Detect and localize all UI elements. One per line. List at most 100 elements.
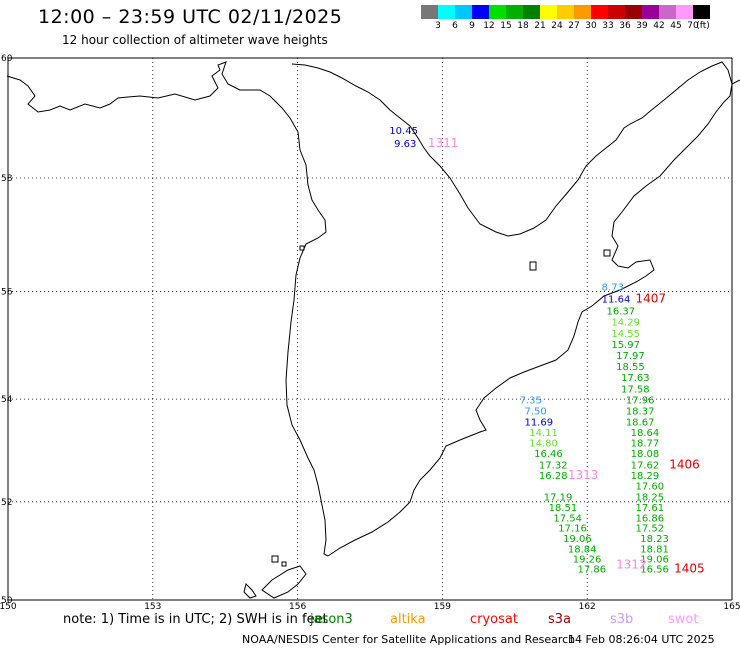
color-scale-label: 24 <box>551 21 563 31</box>
lat-tick-label: 58 <box>1 174 13 184</box>
pass-time-label: 1405 <box>674 561 705 575</box>
color-scale-labels: 3 6 9 12 15 18 21 24 27 30 33 36 39 42 45 70 (ft) <box>421 21 731 33</box>
lon-tick-label: 150 <box>0 602 17 612</box>
pass-time-label: 1311 <box>428 136 459 150</box>
wave-height-label: 18.29 <box>631 471 660 482</box>
color-scale-label: (ft) <box>696 21 710 31</box>
coastline-east-inner <box>731 79 740 85</box>
legend-item-cryosat: cryosat <box>470 612 518 627</box>
wave-height-label: 7.35 <box>520 395 542 406</box>
lat-lon-grid: 150 153 156 159 162 165 60 58 56 54 52 50 <box>0 54 740 612</box>
color-scale-label: 33 <box>602 21 614 31</box>
color-scale-swatch <box>438 5 455 19</box>
wave-height-label: 17.54 <box>553 513 582 524</box>
color-scale-label: 70 <box>687 21 699 31</box>
legend-item-s3b: s3b <box>610 612 634 627</box>
color-scale-label: 39 <box>636 21 648 31</box>
wave-height-label: 11.64 <box>602 294 631 305</box>
color-scale-swatch <box>472 5 489 19</box>
legend-item-s3a: s3a <box>548 612 572 627</box>
wave-height-label: 14.11 <box>529 428 558 439</box>
color-scale-swatch <box>591 5 608 19</box>
color-scale-swatch <box>421 5 438 19</box>
wave-height-label: 14.29 <box>611 317 640 328</box>
wave-height-label: 18.08 <box>631 449 660 460</box>
wave-height-label: 17.97 <box>616 351 645 362</box>
wave-height-label: 17.86 <box>578 564 607 575</box>
color-scale-label: 3 <box>435 21 441 31</box>
page-subtitle: 12 hour collection of altimeter wave hei… <box>62 33 328 47</box>
wave-height-label: 17.96 <box>626 395 655 406</box>
wave-height-label: 16.37 <box>607 307 636 318</box>
legend-item-swot: swot <box>668 612 699 627</box>
wave-height-label: 17.58 <box>621 384 650 395</box>
color-scale-label: 42 <box>653 21 665 31</box>
color-scale-label: 21 <box>534 21 546 31</box>
lon-tick-label: 156 <box>289 602 306 612</box>
wave-height-label: 17.60 <box>635 482 664 493</box>
wave-height-label: 17.19 <box>544 492 573 503</box>
color-scale-swatch <box>540 5 557 19</box>
lon-tick-label: 159 <box>434 602 451 612</box>
lat-tick-label: 60 <box>1 54 13 64</box>
wave-height-label: 18.55 <box>616 362 645 373</box>
color-scale-label: 6 <box>452 21 458 31</box>
wave-height-label: 15.97 <box>611 340 640 351</box>
wave-height-label: 19.26 <box>573 555 602 566</box>
wave-height-label: 9.63 <box>394 139 416 150</box>
wave-height-label: 18.67 <box>626 417 655 428</box>
color-scale-swatch <box>523 5 540 19</box>
pass-time-label: 1313 <box>568 468 599 482</box>
color-scale-swatch <box>625 5 642 19</box>
color-scale-swatch <box>608 5 625 19</box>
wave-height-label: 18.51 <box>549 503 578 514</box>
footer-credit: NOAA/NESDIS Center for Satellite Applica… <box>242 633 576 646</box>
wave-height-label: 19.06 <box>640 555 669 566</box>
color-scale-label: 36 <box>619 21 631 31</box>
coastline-kamchatka-west <box>6 61 329 557</box>
color-scale-label: 30 <box>585 21 597 31</box>
island-small-3 <box>299 245 305 251</box>
color-scale-label: 9 <box>469 21 475 31</box>
wave-height-label: 16.46 <box>534 449 563 460</box>
footer-generated-time: 14 Feb 08:26:04 UTC 2025 <box>568 633 715 646</box>
lat-tick-label: 52 <box>1 498 12 508</box>
wave-height-label: 7.50 <box>524 406 546 417</box>
wave-height-label: 10.45 <box>389 126 418 137</box>
color-scale-label: 27 <box>568 21 580 31</box>
island-small-2 <box>603 249 611 257</box>
wave-height-label: 14.80 <box>529 438 558 449</box>
lat-tick-label: 54 <box>1 395 13 405</box>
wave-height-label: 18.64 <box>631 428 660 439</box>
wave-height-label: 11.69 <box>524 417 553 428</box>
wave-height-label: 17.61 <box>635 503 664 514</box>
legend-item-altika: altika <box>390 612 426 627</box>
lat-tick-label: 56 <box>1 287 13 297</box>
wave-height-label: 17.32 <box>539 460 568 471</box>
color-scale-swatch <box>506 5 523 19</box>
wave-height-label: 16.56 <box>640 564 669 575</box>
pass-time-label: 1406 <box>669 457 700 471</box>
color-scale-label: 12 <box>483 21 495 31</box>
color-scale-label: 18 <box>517 21 529 31</box>
wave-height-label: 16.28 <box>539 471 568 482</box>
color-scale-label: 45 <box>670 21 682 31</box>
wave-height-label: 18.81 <box>640 544 669 555</box>
island-small-1 <box>529 261 537 271</box>
lat-tick-label: 50 <box>1 596 13 606</box>
wave-height-label: 18.37 <box>626 406 655 417</box>
color-scale-swatch <box>676 5 693 19</box>
color-scale-swatch <box>659 5 676 19</box>
lon-tick-label: 165 <box>723 602 740 612</box>
wave-height-label: 18.25 <box>635 492 664 503</box>
wave-height-label: 17.52 <box>635 524 664 535</box>
color-scale-swatch <box>642 5 659 19</box>
wave-height-label: 17.62 <box>631 460 660 471</box>
wave-height-label: 14.55 <box>611 329 640 340</box>
island-kuril-3 <box>271 555 279 563</box>
wave-height-label: 19.06 <box>563 534 592 545</box>
pass-time-label: 1312 <box>616 558 647 572</box>
color-scale-swatch <box>489 5 506 19</box>
